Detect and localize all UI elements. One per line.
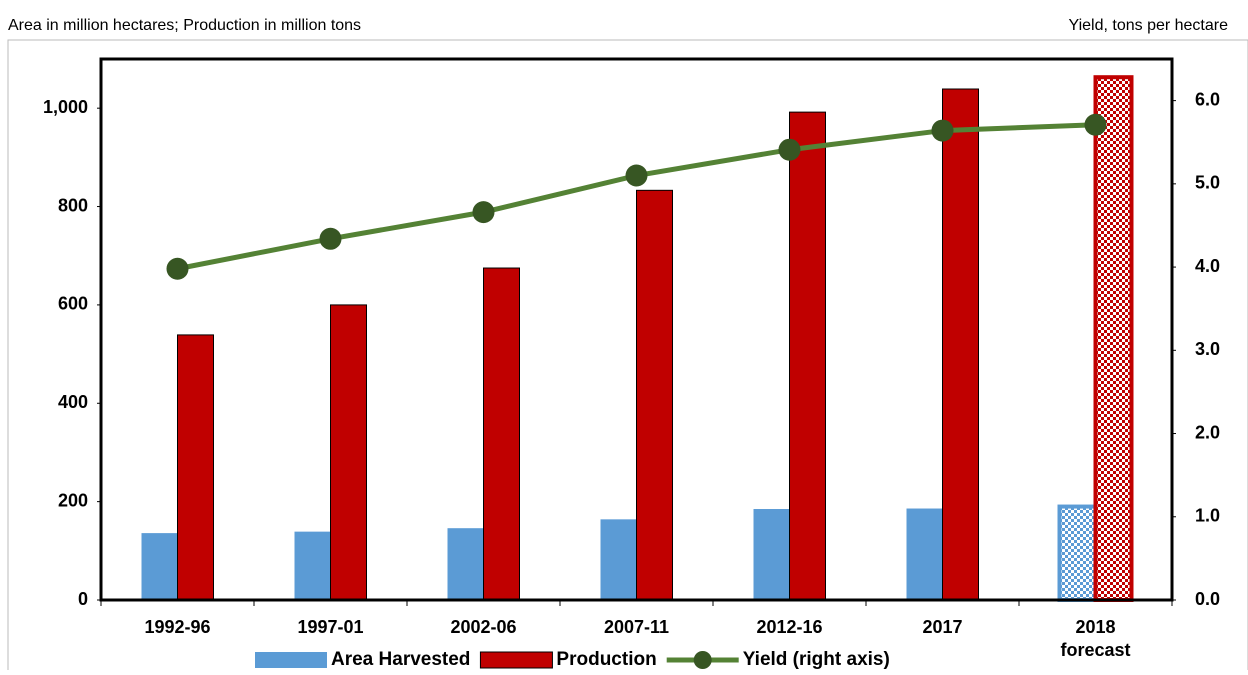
legend-swatch [255, 652, 327, 668]
y-tick-label: 200 [58, 490, 88, 510]
bar [177, 334, 214, 601]
y2-tick-label: 4.0 [1195, 256, 1220, 276]
marker [625, 164, 648, 187]
bar [141, 533, 178, 600]
marker [472, 201, 495, 224]
x-tick-label: 2002-06 [450, 617, 516, 637]
legend-label: Yield (right axis) [743, 649, 890, 670]
y2-tick-label: 6.0 [1195, 89, 1220, 109]
y2-tick-label: 3.0 [1195, 339, 1220, 359]
x-tick-label: 2007-11 [604, 617, 669, 637]
plot-border [99, 57, 1174, 602]
bar [483, 267, 520, 601]
left-axis-label: Area in million hectares; Production in … [8, 17, 361, 34]
bar [753, 509, 790, 600]
marker [166, 257, 189, 280]
y-tick-label: 400 [58, 392, 88, 412]
y-tick-label: 600 [58, 294, 88, 314]
y2-tick-label: 5.0 [1195, 173, 1220, 193]
legend-label: Area Harvested [331, 649, 470, 670]
y-tick-label: 1,000 [43, 97, 88, 117]
y2-tick-label: 1.0 [1195, 506, 1220, 526]
x-tick-label: 2012-16 [756, 617, 822, 637]
bar [942, 88, 979, 601]
y2-tick-label: 0.0 [1195, 589, 1220, 609]
x-tick-label: 2018 forecast [1060, 617, 1130, 660]
bar [447, 528, 484, 600]
bar [600, 519, 637, 600]
x-tick-label: 1997-01 [297, 617, 363, 637]
x-tick-label: 2017 [922, 617, 962, 637]
legend-label: Production [556, 649, 656, 670]
marker [319, 227, 342, 250]
bar [1093, 75, 1134, 603]
y-tick-label: 800 [58, 195, 88, 215]
frame [7, 39, 1248, 675]
marker [931, 119, 954, 142]
legend-marker [693, 651, 712, 669]
bar [636, 189, 673, 601]
bar [1057, 504, 1098, 602]
bar [789, 111, 826, 601]
marker [778, 138, 801, 161]
bar [906, 508, 943, 600]
bar [330, 304, 367, 601]
y2-tick-label: 2.0 [1195, 422, 1220, 442]
y-tick-label: 0 [78, 589, 88, 609]
legend-swatch [479, 651, 553, 669]
x-tick-label: 1992-96 [144, 617, 210, 637]
marker [1084, 113, 1107, 136]
bar [294, 531, 331, 600]
right-axis-label: Yield, tons per hectare [1069, 17, 1229, 34]
